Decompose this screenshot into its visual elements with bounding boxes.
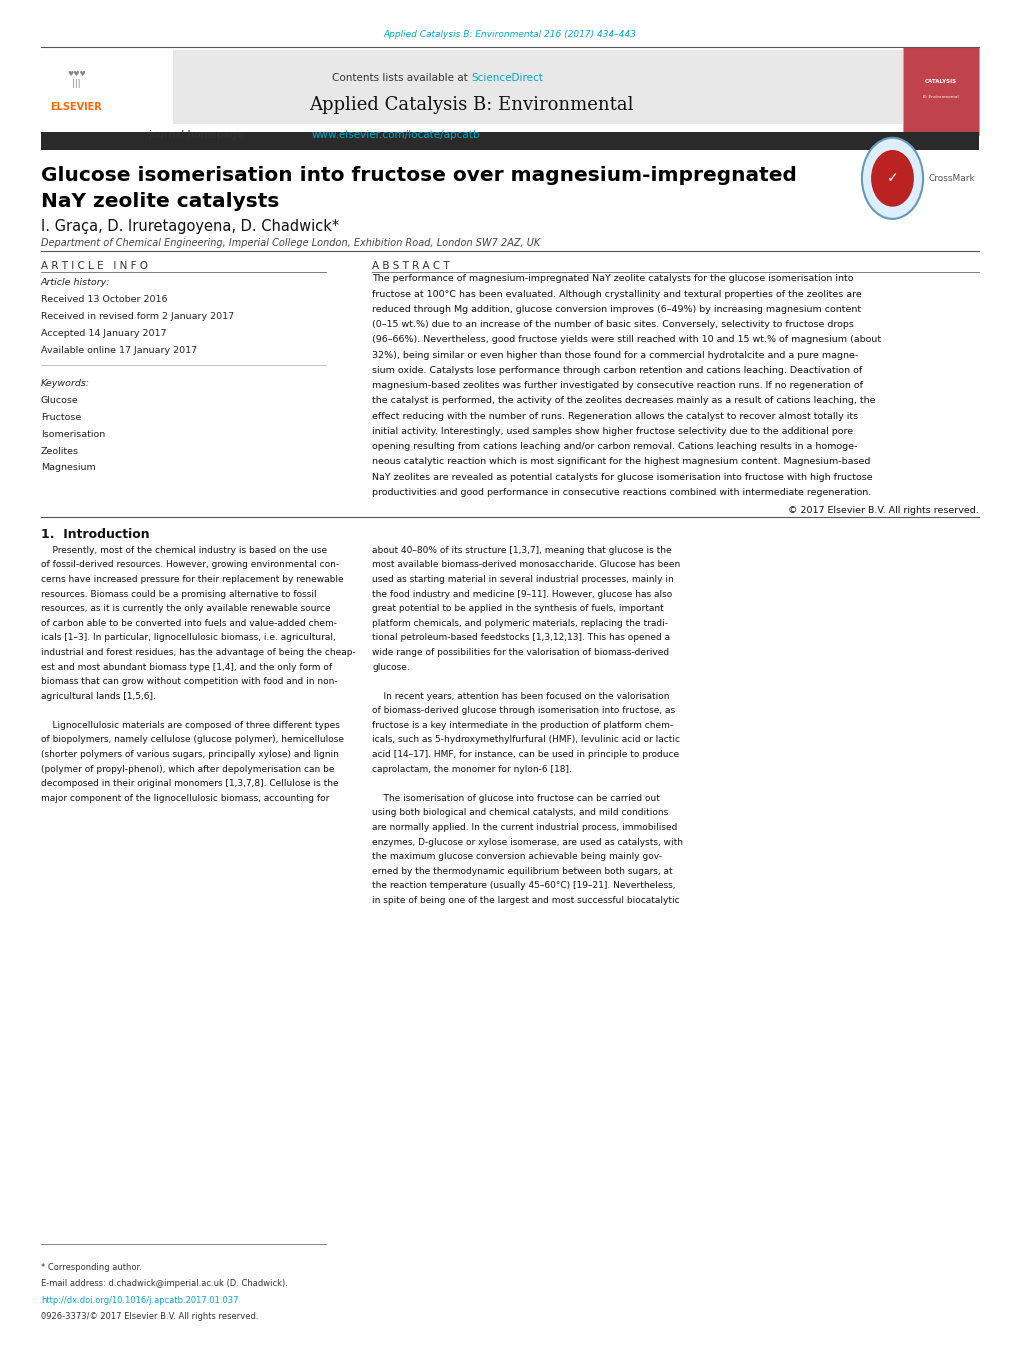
- Text: 1.  Introduction: 1. Introduction: [41, 528, 149, 542]
- Text: magnesium-based zeolites was further investigated by consecutive reaction runs. : magnesium-based zeolites was further inv…: [372, 381, 862, 390]
- Text: reduced through Mg addition, glucose conversion improves (6–49%) by increasing m: reduced through Mg addition, glucose con…: [372, 305, 861, 313]
- Text: erned by the thermodynamic equilibrium between both sugars, at: erned by the thermodynamic equilibrium b…: [372, 867, 673, 875]
- FancyBboxPatch shape: [41, 50, 173, 124]
- Text: of carbon able to be converted into fuels and value-added chem-: of carbon able to be converted into fuel…: [41, 619, 336, 628]
- Text: decomposed in their original monomers [1,3,7,8]. Cellulose is the: decomposed in their original monomers [1…: [41, 780, 338, 788]
- Text: http://dx.doi.org/10.1016/j.apcatb.2017.01.037: http://dx.doi.org/10.1016/j.apcatb.2017.…: [41, 1296, 238, 1305]
- Text: A B S T R A C T: A B S T R A C T: [372, 261, 449, 270]
- Text: © 2017 Elsevier B.V. All rights reserved.: © 2017 Elsevier B.V. All rights reserved…: [788, 505, 978, 515]
- Text: www.elsevier.com/locate/apcatb: www.elsevier.com/locate/apcatb: [311, 130, 479, 139]
- Text: NaY zeolites are revealed as potential catalysts for glucose isomerisation into : NaY zeolites are revealed as potential c…: [372, 473, 872, 482]
- Text: (0–15 wt.%) due to an increase of the number of basic sites. Conversely, selecti: (0–15 wt.%) due to an increase of the nu…: [372, 320, 853, 330]
- Circle shape: [870, 150, 913, 207]
- Text: B: Environmental: B: Environmental: [922, 96, 957, 99]
- Text: enzymes, D-glucose or xylose isomerase, are used as catalysts, with: enzymes, D-glucose or xylose isomerase, …: [372, 838, 683, 847]
- Text: NaY zeolite catalysts: NaY zeolite catalysts: [41, 192, 279, 211]
- Text: Fructose: Fructose: [41, 412, 81, 422]
- Text: The performance of magnesium-impregnated NaY zeolite catalysts for the glucose i: The performance of magnesium-impregnated…: [372, 274, 853, 284]
- Text: Magnesium: Magnesium: [41, 463, 96, 473]
- Text: most available biomass-derived monosaccharide. Glucose has been: most available biomass-derived monosacch…: [372, 561, 680, 569]
- Text: great potential to be applied in the synthesis of fuels, important: great potential to be applied in the syn…: [372, 604, 663, 613]
- Text: journal homepage:: journal homepage:: [148, 130, 250, 139]
- Text: the food industry and medicine [9–11]. However, glucose has also: the food industry and medicine [9–11]. H…: [372, 589, 672, 598]
- Text: resources, as it is currently the only available renewable source: resources, as it is currently the only a…: [41, 604, 330, 613]
- Text: Department of Chemical Engineering, Imperial College London, Exhibition Road, Lo: Department of Chemical Engineering, Impe…: [41, 238, 539, 247]
- Text: (shorter polymers of various sugars, principally xylose) and lignin: (shorter polymers of various sugars, pri…: [41, 750, 338, 759]
- Text: used as starting material in several industrial processes, mainly in: used as starting material in several ind…: [372, 576, 674, 584]
- Text: 32%), being similar or even higher than those found for a commercial hydrotalcit: 32%), being similar or even higher than …: [372, 350, 858, 359]
- Circle shape: [861, 138, 922, 219]
- Text: In recent years, attention has been focused on the valorisation: In recent years, attention has been focu…: [372, 692, 669, 701]
- Text: (polymer of propyl-phenol), which after depolymerisation can be: (polymer of propyl-phenol), which after …: [41, 765, 334, 774]
- Text: biomass that can grow without competition with food and in non-: biomass that can grow without competitio…: [41, 677, 337, 686]
- Text: of biomass-derived glucose through isomerisation into fructose, as: of biomass-derived glucose through isome…: [372, 707, 675, 715]
- Text: Glucose: Glucose: [41, 396, 78, 405]
- Text: productivities and good performance in consecutive reactions combined with inter: productivities and good performance in c…: [372, 488, 870, 497]
- Text: Applied Catalysis B: Environmental: Applied Catalysis B: Environmental: [309, 96, 633, 115]
- Text: the maximum glucose conversion achievable being mainly gov-: the maximum glucose conversion achievabl…: [372, 852, 661, 861]
- Text: (96–66%). Nevertheless, good fructose yields were still reached with 10 and 15 w: (96–66%). Nevertheless, good fructose yi…: [372, 335, 880, 345]
- Text: |||: |||: [72, 80, 81, 88]
- Text: fructose is a key intermediate in the production of platform chem-: fructose is a key intermediate in the pr…: [372, 721, 673, 730]
- Text: effect reducing with the number of runs. Regeneration allows the catalyst to rec: effect reducing with the number of runs.…: [372, 412, 858, 420]
- Text: Available online 17 January 2017: Available online 17 January 2017: [41, 346, 197, 355]
- Text: Lignocellulosic materials are composed of three different types: Lignocellulosic materials are composed o…: [41, 721, 339, 730]
- Text: icals [1–3]. In particular, lignocellulosic biomass, i.e. agricultural,: icals [1–3]. In particular, lignocellulo…: [41, 634, 335, 642]
- Text: in spite of being one of the largest and most successful biocatalytic: in spite of being one of the largest and…: [372, 896, 680, 905]
- Text: fructose at 100°C has been evaluated. Although crystallinity and textural proper: fructose at 100°C has been evaluated. Al…: [372, 289, 861, 299]
- Text: Glucose isomerisation into fructose over magnesium-impregnated: Glucose isomerisation into fructose over…: [41, 166, 796, 185]
- Text: E-mail address: d.chadwick@imperial.ac.uk (D. Chadwick).: E-mail address: d.chadwick@imperial.ac.u…: [41, 1279, 287, 1289]
- Text: * Corresponding author.: * Corresponding author.: [41, 1263, 142, 1273]
- Text: major component of the lignocellulosic biomass, accounting for: major component of the lignocellulosic b…: [41, 794, 329, 802]
- Text: caprolactam, the monomer for nylon-6 [18].: caprolactam, the monomer for nylon-6 [18…: [372, 765, 572, 774]
- Text: about 40–80% of its structure [1,3,7], meaning that glucose is the: about 40–80% of its structure [1,3,7], m…: [372, 546, 672, 555]
- Text: of biopolymers, namely cellulose (glucose polymer), hemicellulose: of biopolymers, namely cellulose (glucos…: [41, 735, 343, 744]
- Text: CrossMark: CrossMark: [927, 174, 974, 182]
- Text: CATALYSIS: CATALYSIS: [923, 78, 956, 84]
- Text: I. Graça, D. Iruretagoyena, D. Chadwick*: I. Graça, D. Iruretagoyena, D. Chadwick*: [41, 219, 338, 234]
- Text: sium oxide. Catalysts lose performance through carbon retention and cations leac: sium oxide. Catalysts lose performance t…: [372, 366, 862, 374]
- Text: Zeolites: Zeolites: [41, 446, 78, 455]
- Text: agricultural lands [1,5,6].: agricultural lands [1,5,6].: [41, 692, 156, 701]
- Text: Keywords:: Keywords:: [41, 378, 90, 388]
- Text: Contents lists available at: Contents lists available at: [332, 73, 471, 84]
- Text: A R T I C L E   I N F O: A R T I C L E I N F O: [41, 261, 148, 270]
- Text: Received in revised form 2 January 2017: Received in revised form 2 January 2017: [41, 312, 233, 322]
- Text: ♥♥♥: ♥♥♥: [67, 72, 86, 77]
- Text: the catalyst is performed, the activity of the zeolites decreases mainly as a re: the catalyst is performed, the activity …: [372, 396, 875, 405]
- Text: Article history:: Article history:: [41, 278, 110, 288]
- Text: cerns have increased pressure for their replacement by renewable: cerns have increased pressure for their …: [41, 576, 343, 584]
- Text: resources. Biomass could be a promising alternative to fossil: resources. Biomass could be a promising …: [41, 589, 316, 598]
- Text: The isomerisation of glucose into fructose can be carried out: The isomerisation of glucose into fructo…: [372, 794, 659, 802]
- Text: icals, such as 5-hydroxymethylfurfural (HMF), levulinic acid or lactic: icals, such as 5-hydroxymethylfurfural (…: [372, 735, 680, 744]
- Text: neous catalytic reaction which is most significant for the highest magnesium con: neous catalytic reaction which is most s…: [372, 458, 870, 466]
- Text: ScienceDirect: ScienceDirect: [471, 73, 542, 84]
- FancyBboxPatch shape: [902, 47, 978, 135]
- Text: acid [14–17]. HMF, for instance, can be used in principle to produce: acid [14–17]. HMF, for instance, can be …: [372, 750, 679, 759]
- Text: Presently, most of the chemical industry is based on the use: Presently, most of the chemical industry…: [41, 546, 327, 555]
- Text: 0926-3373/© 2017 Elsevier B.V. All rights reserved.: 0926-3373/© 2017 Elsevier B.V. All right…: [41, 1312, 258, 1321]
- Text: Received 13 October 2016: Received 13 October 2016: [41, 295, 167, 304]
- Text: of fossil-derived resources. However, growing environmental con-: of fossil-derived resources. However, gr…: [41, 561, 338, 569]
- Text: tional petroleum-based feedstocks [1,3,12,13]. This has opened a: tional petroleum-based feedstocks [1,3,1…: [372, 634, 669, 642]
- Text: Isomerisation: Isomerisation: [41, 430, 105, 439]
- Text: using both biological and chemical catalysts, and mild conditions: using both biological and chemical catal…: [372, 808, 667, 817]
- Text: Applied Catalysis B: Environmental 216 (2017) 434–443: Applied Catalysis B: Environmental 216 (…: [383, 30, 636, 39]
- FancyBboxPatch shape: [41, 50, 902, 124]
- Text: platform chemicals, and polymeric materials, replacing the tradi-: platform chemicals, and polymeric materi…: [372, 619, 667, 628]
- Text: glucose.: glucose.: [372, 662, 410, 671]
- Text: est and most abundant biomass type [1,4], and the only form of: est and most abundant biomass type [1,4]…: [41, 662, 331, 671]
- Text: wide range of possibilities for the valorisation of biomass-derived: wide range of possibilities for the valo…: [372, 648, 668, 657]
- Text: Accepted 14 January 2017: Accepted 14 January 2017: [41, 328, 166, 338]
- Text: ELSEVIER: ELSEVIER: [51, 101, 102, 112]
- Text: are normally applied. In the current industrial process, immobilised: are normally applied. In the current ind…: [372, 823, 677, 832]
- Text: the reaction temperature (usually 45–60°C) [19–21]. Nevertheless,: the reaction temperature (usually 45–60°…: [372, 881, 676, 890]
- Text: industrial and forest residues, has the advantage of being the cheap-: industrial and forest residues, has the …: [41, 648, 356, 657]
- FancyBboxPatch shape: [41, 132, 978, 150]
- Text: initial activity. Interestingly, used samples show higher fructose selectivity d: initial activity. Interestingly, used sa…: [372, 427, 853, 436]
- Text: opening resulting from cations leaching and/or carbon removal. Cations leaching : opening resulting from cations leaching …: [372, 442, 857, 451]
- Text: ✓: ✓: [886, 172, 898, 185]
